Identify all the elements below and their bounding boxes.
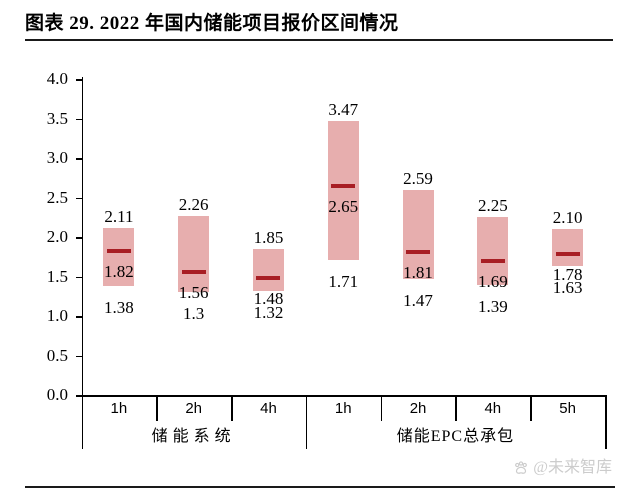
y-axis-tick	[75, 355, 82, 357]
y-axis-line	[81, 77, 83, 449]
bar-median-label: 1.78	[552, 265, 583, 285]
y-axis-tick	[75, 395, 82, 397]
category-separator-tick	[530, 395, 532, 421]
bottom-divider-line	[25, 486, 615, 488]
bar-low-label: 1.71	[328, 271, 359, 291]
axis-right-border	[605, 395, 607, 449]
bar-high-label: 2.10	[552, 208, 583, 228]
median-dash	[181, 269, 206, 274]
y-axis-tick-label: 0.5	[46, 345, 68, 365]
y-axis-tick	[75, 316, 82, 318]
figure-title: 图表 29. 2022 年国内储能项目报价区间情况	[25, 13, 399, 34]
y-axis-tick-label: 2.5	[46, 187, 68, 207]
y-axis-tick-label: 4.0	[46, 69, 68, 88]
y-axis-tick	[75, 197, 82, 199]
bar-low-label: 1.39	[477, 297, 508, 317]
bar	[402, 190, 434, 279]
y-axis-tick	[75, 237, 82, 239]
y-axis-tick	[75, 118, 82, 120]
category-separator-tick	[455, 395, 457, 421]
x-category-label: 4h	[260, 400, 277, 417]
watermark: @未来智库	[512, 458, 612, 478]
bar-median-label: 2.65	[328, 196, 359, 216]
x-axis-line	[81, 395, 605, 397]
bar-median-label: 1.69	[477, 272, 508, 292]
bar-high-label: 2.26	[178, 195, 209, 215]
bar-high-label: 2.25	[477, 196, 508, 216]
bar-high-label: 2.11	[104, 207, 134, 227]
paw-icon	[512, 459, 530, 477]
median-dash	[256, 276, 281, 281]
median-dash	[555, 252, 580, 257]
median-dash	[480, 259, 505, 264]
bar-high-label: 2.59	[403, 169, 433, 189]
x-category-label: 2h	[409, 400, 427, 417]
bar-low-label: 1.32	[253, 302, 284, 322]
category-separator-tick	[380, 395, 383, 421]
category-separator-tick	[156, 395, 158, 421]
bar-low-label: 1.63	[552, 278, 583, 298]
bar-low-label: 1.3	[183, 304, 205, 324]
bar-high-label: 1.85	[253, 227, 284, 247]
y-axis-tick-label: 3.0	[46, 148, 68, 167]
bar	[552, 229, 584, 267]
bar	[178, 216, 210, 293]
x-category-label: 1h	[110, 400, 128, 417]
x-category-label: 4h	[484, 400, 502, 417]
bar-median-label: 1.48	[253, 289, 284, 309]
bar	[477, 217, 509, 286]
bar-low-label: 1.47	[403, 290, 433, 310]
title-divider-line	[25, 39, 613, 41]
bar	[327, 120, 359, 260]
bar-median-label: 1.56	[178, 282, 209, 302]
median-dash	[331, 183, 356, 188]
y-axis-tick	[75, 276, 82, 278]
bar	[103, 228, 135, 286]
y-axis-tick	[75, 158, 82, 160]
x-category-label: 1h	[334, 400, 352, 417]
bar-median-label: 1.82	[104, 262, 134, 282]
y-axis-tick	[75, 79, 82, 81]
bar-low-label: 1.38	[104, 297, 134, 317]
y-axis-tick-label: 1.5	[46, 266, 68, 286]
x-category-label: 5h	[559, 400, 576, 417]
category-separator-tick	[231, 395, 233, 421]
median-dash	[406, 250, 431, 254]
x-category-label: 2h	[185, 400, 203, 417]
bar-median-label: 1.81	[403, 263, 433, 282]
group-separator-line	[305, 395, 308, 449]
bar-high-label: 3.47	[328, 99, 359, 119]
x-group-label: 储能EPC总承包	[396, 428, 515, 445]
bar	[252, 248, 284, 291]
median-dash	[106, 249, 131, 254]
x-group-label: 储能系统	[151, 428, 236, 445]
watermark-text: @未来智库	[533, 459, 612, 476]
y-axis-tick-label: 0.0	[46, 385, 68, 404]
y-axis-tick-label: 2.0	[46, 227, 68, 246]
y-axis-tick-label: 3.5	[46, 108, 68, 128]
y-axis-tick-label: 1.0	[46, 306, 68, 325]
